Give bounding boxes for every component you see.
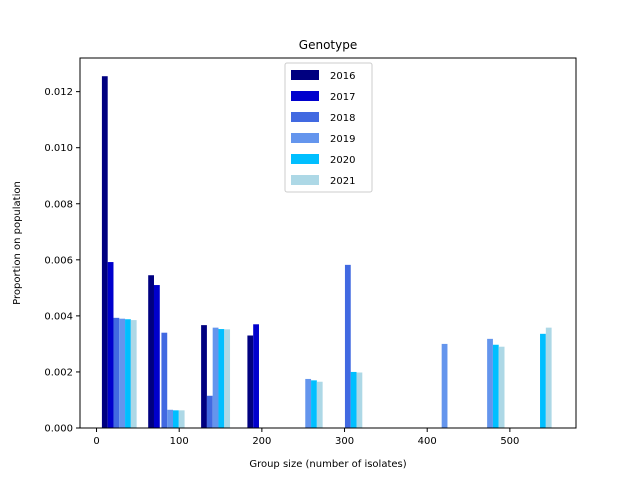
bar-2016-1 <box>148 275 154 428</box>
bar-2020-4 <box>350 371 357 428</box>
x-tick-label: 200 <box>252 436 271 447</box>
bar-2016-3 <box>247 335 254 428</box>
legend-swatch-2018 <box>291 112 319 122</box>
bar-2019-1 <box>167 409 173 428</box>
plot-frame <box>79 57 577 429</box>
bar-2018-1 <box>161 332 168 428</box>
legend-swatch-2020 <box>291 154 319 164</box>
x-tick-label: 500 <box>500 436 519 447</box>
bar-2021-3 <box>316 381 323 428</box>
x-tick-label: 400 <box>418 436 437 447</box>
bar-2019-2 <box>212 327 219 428</box>
bar-2018-3 <box>344 264 351 428</box>
bar-2019-0 <box>119 318 126 428</box>
legend-label-2018: 2018 <box>330 113 355 124</box>
bar-2020-1 <box>173 410 179 428</box>
bar-2017-1 <box>153 285 160 428</box>
y-axis: 0.000 0.002 0.004 0.006 0.008 0.010 0.012 <box>44 87 80 435</box>
bar-2021-2 <box>224 329 231 428</box>
legend-label-2019: 2019 <box>330 134 355 145</box>
x-axis-label: Group size (number of isolates) <box>249 459 406 470</box>
bar-2019-5 <box>487 338 493 428</box>
bar-2019-4 <box>441 343 448 428</box>
legend-box <box>284 62 373 193</box>
bar-2017-0 <box>107 262 114 428</box>
bar-2021-4 <box>356 372 363 428</box>
bar-2020-3 <box>311 380 317 428</box>
legend-swatch-2021 <box>291 175 319 185</box>
bar-2016-2 <box>201 325 207 428</box>
y-tick-label: 0.004 <box>44 311 73 322</box>
legend-label-2020: 2020 <box>330 155 355 166</box>
bar-2021-1 <box>178 410 185 428</box>
chart-title: Genotype <box>299 38 357 52</box>
y-tick-label: 0.000 <box>44 424 73 435</box>
legend-swatch-2017 <box>291 91 319 101</box>
x-tick-label: 0 <box>93 436 99 447</box>
y-tick-label: 0.002 <box>44 367 73 378</box>
x-axis: 0 100 200 300 400 500 <box>93 428 519 447</box>
bar-2020-2 <box>218 329 225 428</box>
bar-2021-0 <box>130 320 137 428</box>
legend-label-2021: 2021 <box>330 176 355 187</box>
legend-swatch-2016 <box>291 70 319 80</box>
bar-2021-6 <box>545 327 552 428</box>
legend-label-2017: 2017 <box>330 92 355 103</box>
legend-label-2016: 2016 <box>330 71 355 82</box>
legend-swatch-2019 <box>291 133 319 143</box>
y-axis-label: Proportion on population <box>12 181 23 305</box>
bar-2021-5 <box>498 346 505 428</box>
y-tick-label: 0.012 <box>44 87 73 98</box>
bar-2019-3 <box>305 378 312 428</box>
bar-2020-6 <box>540 333 546 428</box>
y-tick-label: 0.010 <box>44 143 73 154</box>
y-tick-label: 0.008 <box>44 199 73 210</box>
bar-2016-0 <box>101 76 108 428</box>
legend: 2016 2017 2018 2019 2020 2021 <box>284 62 373 193</box>
bars-group <box>101 76 552 428</box>
bar-2017-2 <box>253 324 259 428</box>
y-tick-label: 0.006 <box>44 255 73 266</box>
bar-2018-0 <box>113 317 120 428</box>
x-tick-label: 300 <box>335 436 354 447</box>
x-tick-label: 100 <box>170 436 189 447</box>
bar-2020-0 <box>125 319 131 428</box>
bar-2018-2 <box>206 395 213 428</box>
bar-2020-5 <box>492 344 499 428</box>
